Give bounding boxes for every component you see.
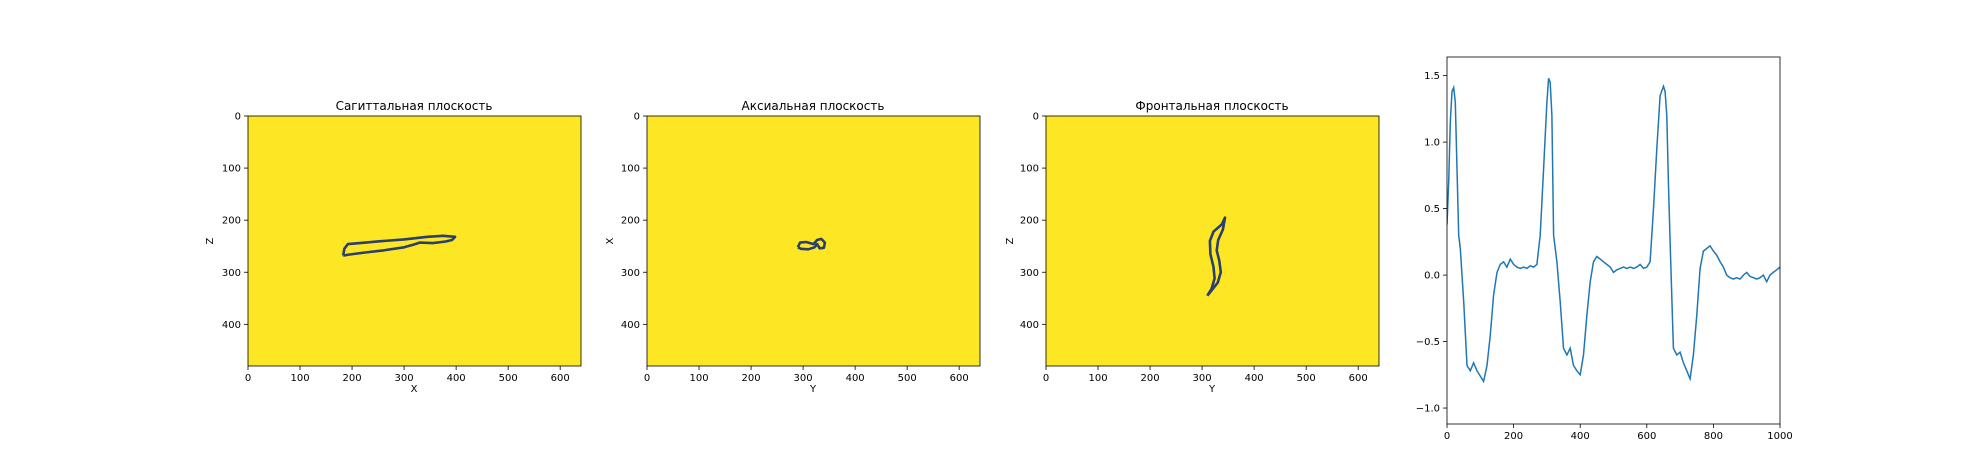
frontal-panel: Фронтальная плоскость Y Z 0 100 200 300 400 5… xyxy=(1005,99,1380,395)
signal-ytick-label: 0.0 xyxy=(1424,271,1440,282)
sagittal-ytick-label: 0 xyxy=(235,112,241,123)
sagittal-ytick-label: 300 xyxy=(222,268,241,279)
signal-ytick-label: 1.0 xyxy=(1424,138,1440,149)
sagittal-xlabel: X xyxy=(411,384,418,395)
frontal-ytick-label: 200 xyxy=(1020,216,1039,227)
sagittal-xtick-label: 600 xyxy=(551,373,570,384)
axial-xtick-label: 600 xyxy=(950,373,969,384)
signal-xtick-label: 600 xyxy=(1637,431,1656,442)
frontal-xtick-label: 400 xyxy=(1245,373,1264,384)
signal-line-series xyxy=(1447,78,1780,384)
sagittal-contour xyxy=(341,234,457,257)
frontal-xtick-label: 600 xyxy=(1349,373,1368,384)
axial-ytick-label: 100 xyxy=(621,164,640,175)
frontal-ytick-label: 100 xyxy=(1020,164,1039,175)
signal-ytick-label: −1.0 xyxy=(1416,404,1440,415)
frontal-xlabel: Y xyxy=(1208,384,1216,395)
axial-contour xyxy=(796,237,827,251)
sagittal-xtick-label: 400 xyxy=(447,373,466,384)
sagittal-title: Сагиттальная плоскость xyxy=(336,99,493,113)
axial-xtick-label: 200 xyxy=(742,373,761,384)
frontal-xtick-label: 100 xyxy=(1088,373,1107,384)
axial-ytick-label: 200 xyxy=(621,216,640,227)
frontal-axes-frame xyxy=(1045,115,1380,367)
signal-ytick-label: 1.5 xyxy=(1424,71,1440,82)
frontal-xtick-label: 0 xyxy=(1043,373,1049,384)
axial-ylabel: X xyxy=(605,237,616,244)
signal-xtick-label: 1000 xyxy=(1767,431,1792,442)
signal-ytick-label: −0.5 xyxy=(1416,337,1440,348)
sagittal-ylabel: Z xyxy=(205,237,216,244)
frontal-ytick-label: 0 xyxy=(1033,112,1039,123)
sagittal-ytick-label: 100 xyxy=(222,164,241,175)
sagittal-xtick-label: 500 xyxy=(499,373,518,384)
axial-xlabel: Y xyxy=(809,384,817,395)
frontal-xtick-label: 300 xyxy=(1193,373,1212,384)
sagittal-xtick-label: 200 xyxy=(343,373,362,384)
frontal-xtick-label: 200 xyxy=(1141,373,1160,384)
frontal-ytick-label: 300 xyxy=(1020,268,1039,279)
signal-xtick-label: 0 xyxy=(1444,431,1450,442)
axial-image xyxy=(647,116,980,366)
frontal-image xyxy=(1046,116,1379,366)
axial-xtick-label: 300 xyxy=(794,373,813,384)
sagittal-ytick-label: 200 xyxy=(222,216,241,227)
signal-ytick-label: 0.5 xyxy=(1424,204,1440,215)
sagittal-ytick-label: 400 xyxy=(222,320,241,331)
axial-xtick-label: 500 xyxy=(898,373,917,384)
axial-panel: Аксиальная плоскость Y X 0 100 200 300 400 50… xyxy=(605,99,981,395)
frontal-ylabel: Z xyxy=(1005,237,1016,244)
axial-title: Аксиальная плоскость xyxy=(742,99,885,113)
sagittal-axes-frame xyxy=(247,115,582,367)
axial-ytick-label: 300 xyxy=(621,268,640,279)
signal-panel: 0 200 400 600 800 1000 −1.0 −0.5 0.0 0.5 1.0 1.5 xyxy=(1416,56,1793,442)
axial-xtick-label: 400 xyxy=(846,373,865,384)
axial-xtick-label: 100 xyxy=(689,373,708,384)
signal-axes-frame xyxy=(1446,56,1781,425)
signal-xtick-label: 200 xyxy=(1504,431,1523,442)
frontal-xtick-label: 500 xyxy=(1297,373,1316,384)
frontal-contour xyxy=(1206,216,1227,297)
frontal-title: Фронтальная плоскость xyxy=(1135,99,1288,113)
sagittal-xtick-label: 100 xyxy=(290,373,309,384)
signal-xtick-label: 800 xyxy=(1704,431,1723,442)
sagittal-xtick-label: 0 xyxy=(245,373,251,384)
axial-xtick-label: 0 xyxy=(644,373,650,384)
frontal-ytick-label: 400 xyxy=(1020,320,1039,331)
sagittal-panel: Сагиттальная плоскость X Z 0 100 200 300 400… xyxy=(205,99,582,395)
axial-ytick-label: 400 xyxy=(621,320,640,331)
signal-xtick-label: 400 xyxy=(1571,431,1590,442)
sagittal-image xyxy=(248,116,581,366)
axial-axes-frame xyxy=(646,115,981,367)
sagittal-xtick-label: 300 xyxy=(395,373,414,384)
axial-ytick-label: 0 xyxy=(634,112,640,123)
